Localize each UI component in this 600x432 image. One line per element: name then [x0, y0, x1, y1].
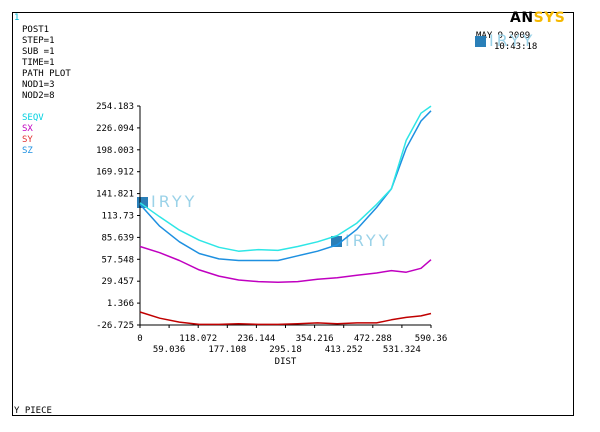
x-tick-label: 118.072: [179, 334, 217, 344]
logo-part-sys: SYS: [533, 10, 566, 26]
y-tick-label: 198.003: [96, 146, 134, 156]
y-tick-label: 29.457: [101, 277, 134, 287]
y-tick-label: 169.912: [96, 168, 134, 178]
x-tick-label: 236.144: [237, 334, 275, 344]
watermark-text: IRYY: [345, 231, 392, 250]
watermark-left: IRYY: [137, 192, 197, 211]
watermark-logo-icon: [331, 236, 342, 247]
x-tick-label: 59.036: [153, 345, 186, 355]
plot-time: 10:43:18: [494, 42, 538, 52]
series-line-sy: [139, 311, 432, 326]
info-line-path-plot: PATH PLOT: [22, 69, 71, 79]
watermark-text: IRYY: [489, 31, 536, 50]
plot-date: MAY 9 2009: [476, 31, 531, 41]
x-axis-label: DIST: [275, 357, 297, 367]
info-line-nod1: NOD1=3: [22, 80, 55, 90]
y-tick-label: 113.73: [101, 212, 134, 222]
legend-item-sx: SX: [22, 124, 33, 134]
watermark-top-right: IRYY: [475, 31, 535, 50]
chart-legend: SEQV SX SY SZ: [22, 113, 44, 157]
y-tick-label: 254.183: [96, 102, 134, 112]
y-tick-label: 141.821: [96, 190, 134, 200]
x-tick-label: 177.108: [208, 345, 246, 355]
y-tick-label: 1.366: [107, 299, 134, 309]
x-tick-label: 531.324: [383, 345, 421, 355]
footer-label: Y PIECE: [14, 406, 52, 416]
series-line-sz: [139, 110, 432, 262]
y-tick-label: 226.094: [96, 124, 134, 134]
info-line-post: POST1: [22, 25, 50, 35]
info-line-step: STEP=1: [22, 36, 55, 46]
watermark-center: IRYY: [331, 231, 391, 250]
watermark-logo-icon: [137, 197, 148, 208]
info-line-time: TIME=1: [22, 58, 55, 68]
x-tick-label: 590.36: [415, 334, 448, 344]
legend-item-sy: SY: [22, 135, 33, 145]
x-tick-label: 413.252: [325, 345, 363, 355]
x-tick-label: 472.288: [354, 334, 392, 344]
plot-info-block: POST1 STEP=1 SUB =1 TIME=1 PATH PLOT NOD…: [22, 25, 71, 102]
y-tick-label: -26.725: [96, 321, 134, 331]
watermark-text: IRYY: [151, 192, 198, 211]
series-line-seqv: [139, 105, 432, 252]
x-tick-label: 295.18: [269, 345, 302, 355]
legend-item-seqv: SEQV: [22, 113, 44, 123]
info-line-nod2: NOD2=8: [22, 91, 55, 101]
info-line-sub: SUB =1: [22, 47, 55, 57]
series-line-sx: [139, 245, 432, 284]
y-tick-label: 85.639: [101, 233, 134, 243]
watermark-logo-icon: [475, 36, 486, 47]
ansys-logo: ANSYS: [510, 10, 565, 26]
window-number: 1: [14, 13, 20, 23]
y-tick-label: 57.548: [101, 255, 134, 265]
legend-item-sz: SZ: [22, 146, 33, 156]
logo-part-an: AN: [510, 10, 534, 26]
x-tick-label: 0: [137, 334, 142, 344]
plot-border: [12, 12, 574, 416]
x-tick-label: 354.216: [296, 334, 334, 344]
